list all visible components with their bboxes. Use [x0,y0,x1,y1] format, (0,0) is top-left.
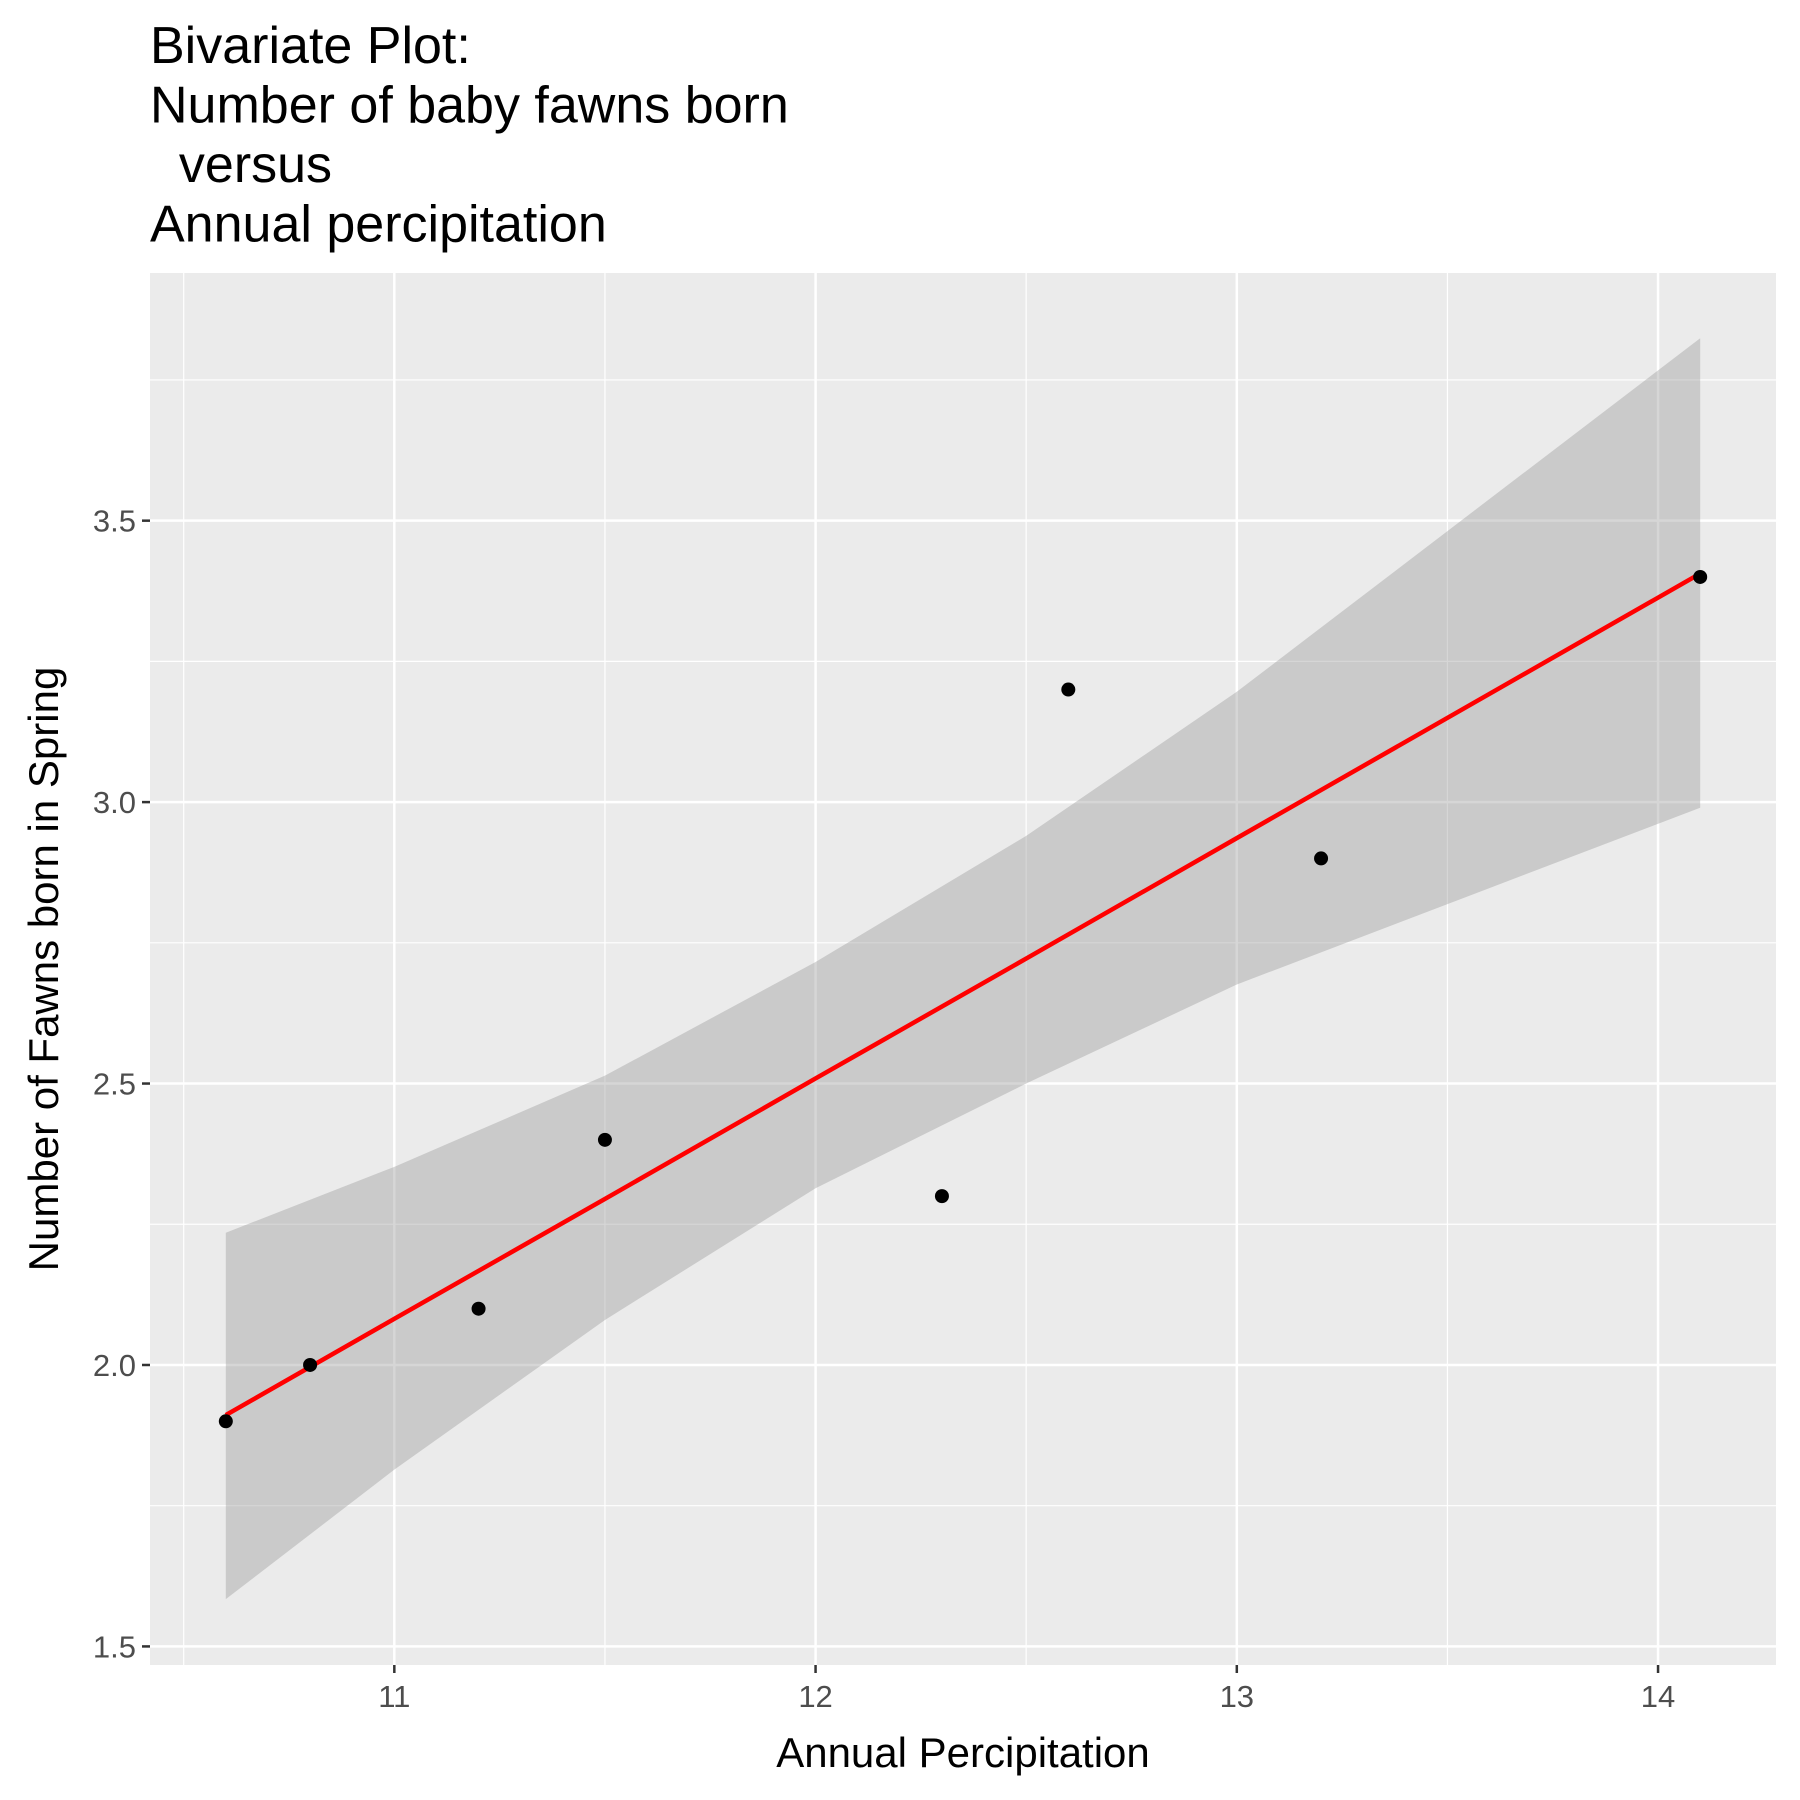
y-tick-label: 3.0 [93,785,136,820]
point [471,1301,486,1316]
y-axis-title: Number of Fawns born in Spring [20,667,67,1272]
point [303,1357,318,1372]
y-tick-label: 2.5 [93,1067,136,1102]
point [934,1189,949,1204]
x-tick-label: 11 [378,1679,410,1714]
y-tick-label: 2.0 [93,1348,136,1383]
point [1314,851,1329,866]
point [1693,569,1708,584]
chart-title: versus [150,136,332,194]
fit-line [224,571,1702,1418]
x-tick-label: 12 [798,1679,832,1714]
point [1061,682,1076,697]
y-tick-label: 1.5 [93,1629,136,1664]
point [597,1132,612,1147]
chart-title: Number of baby fawns born [150,77,789,135]
y-tick-label: 3.5 [93,504,136,539]
x-axis-title: Annual Percipitation [776,1729,1150,1776]
x-tick-label: 14 [1641,1679,1675,1714]
chart-title: Annual percipitation [150,196,607,254]
point [218,1414,233,1429]
x-tick-label: 13 [1220,1679,1254,1714]
chart-title: Bivariate Plot: [150,17,471,75]
confidence-band [225,338,1701,1600]
plot-panel [150,273,1776,1665]
